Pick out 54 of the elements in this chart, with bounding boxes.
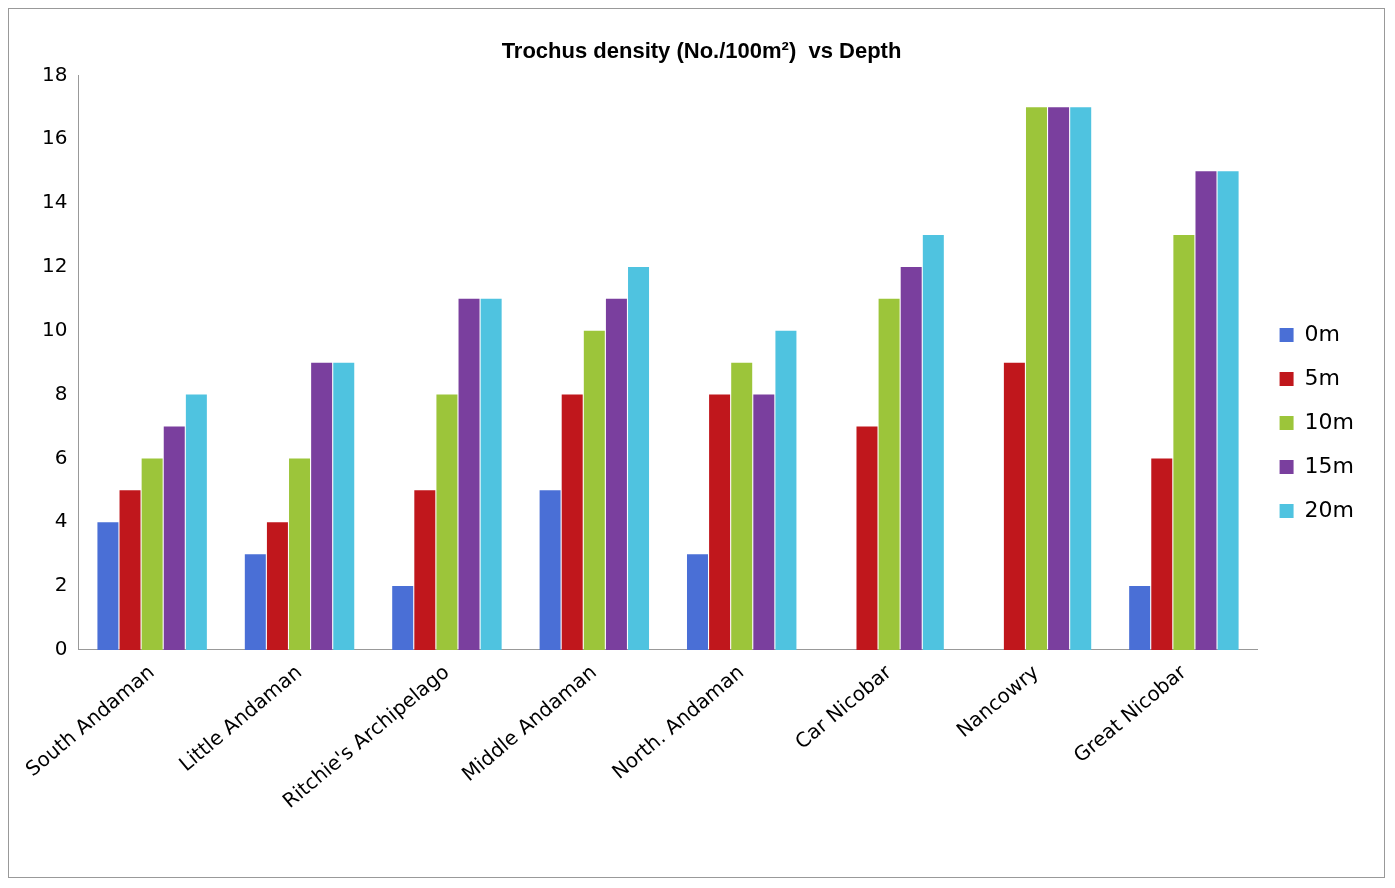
bar xyxy=(709,394,731,650)
bar xyxy=(185,394,207,650)
bar xyxy=(436,394,458,650)
bar xyxy=(333,362,355,650)
bar xyxy=(1217,171,1239,650)
y-tick-label: 16 xyxy=(42,125,68,150)
bar xyxy=(583,330,605,650)
y-tick-label: 6 xyxy=(54,444,68,469)
legend-label: 5m xyxy=(1304,364,1341,390)
bar xyxy=(775,330,797,650)
bar xyxy=(414,490,436,650)
bar xyxy=(731,362,753,650)
bar xyxy=(539,490,561,650)
bar xyxy=(1003,362,1025,650)
legend-label: 15m xyxy=(1304,452,1355,478)
bar xyxy=(97,522,119,650)
bar xyxy=(753,394,775,650)
bar xyxy=(856,426,878,650)
bar xyxy=(244,554,266,650)
bar xyxy=(1151,458,1173,650)
bar xyxy=(1048,107,1070,650)
y-tick-label: 4 xyxy=(54,508,68,533)
y-tick-label: 14 xyxy=(42,189,68,214)
bar xyxy=(392,586,414,650)
y-tick-label: 2 xyxy=(54,572,68,597)
bar xyxy=(605,298,627,650)
y-tick-label: 0 xyxy=(54,636,68,661)
bar xyxy=(119,490,141,650)
bar xyxy=(1173,234,1195,650)
bar xyxy=(458,298,480,650)
legend-label: 0m xyxy=(1304,320,1341,346)
bar xyxy=(1070,107,1092,650)
bar xyxy=(878,298,900,650)
bar xyxy=(1195,171,1217,650)
bar xyxy=(922,234,944,650)
bar xyxy=(1025,107,1047,650)
y-tick-label: 8 xyxy=(54,380,68,405)
legend-label: 10m xyxy=(1304,408,1355,434)
legend-label: 20m xyxy=(1304,496,1355,522)
bar xyxy=(1129,586,1151,650)
y-tick-label: 12 xyxy=(42,253,68,278)
bar xyxy=(561,394,583,650)
chart-title: Trochus density (No./100m²) vs Depth xyxy=(501,38,902,64)
bar xyxy=(900,266,922,650)
bar xyxy=(628,266,650,650)
bar xyxy=(163,426,185,650)
bar xyxy=(141,458,163,650)
y-tick-label: 10 xyxy=(42,316,68,341)
y-tick-label: 18 xyxy=(42,61,68,86)
bar xyxy=(289,458,311,650)
bar xyxy=(311,362,333,650)
bar xyxy=(480,298,502,650)
bar xyxy=(686,554,708,650)
bar xyxy=(266,522,288,650)
